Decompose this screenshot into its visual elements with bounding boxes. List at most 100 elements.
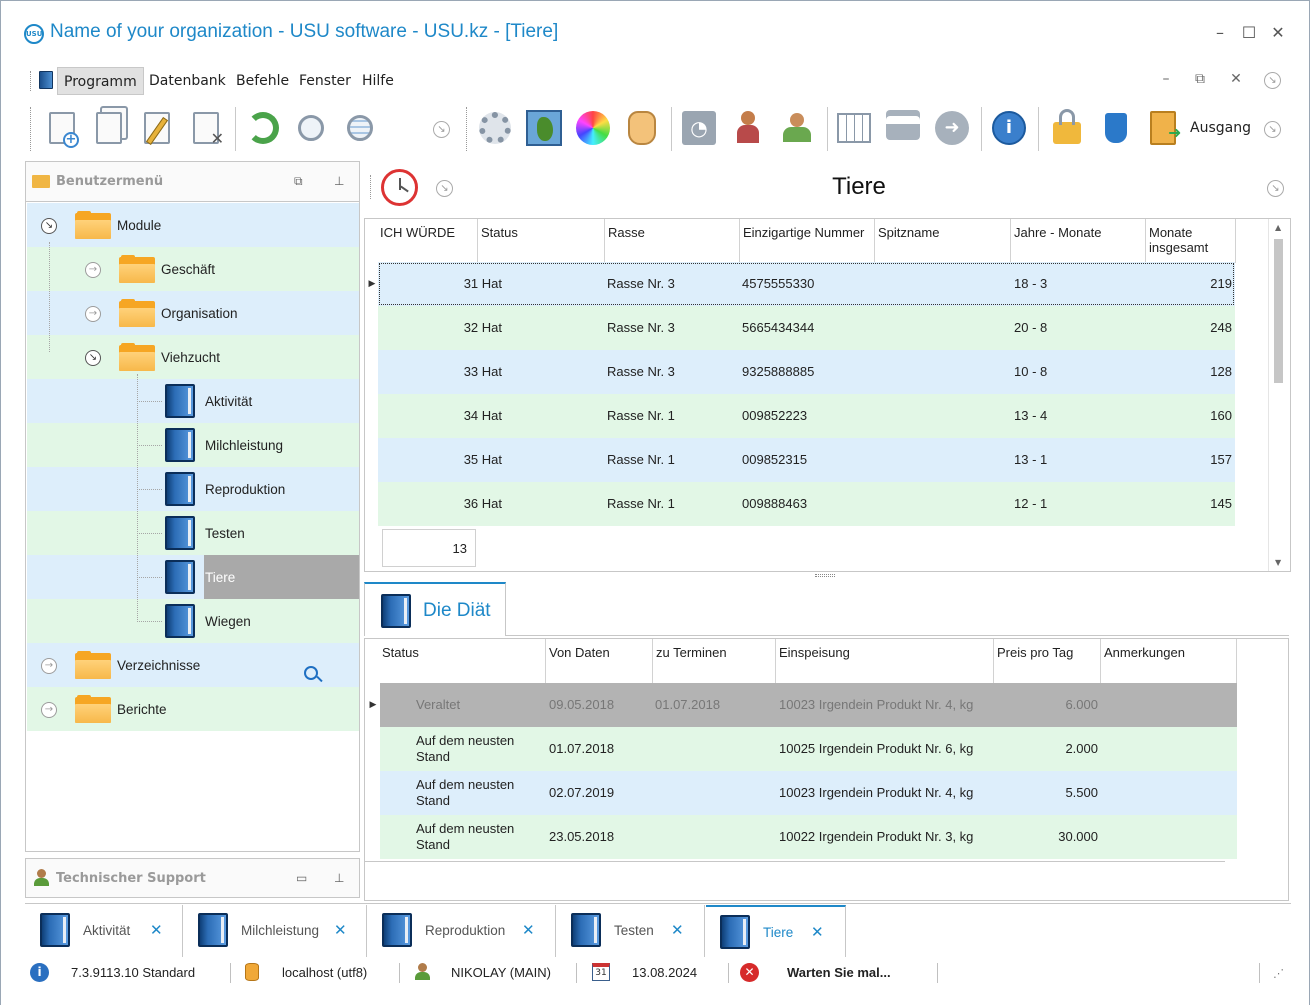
add-record-icon[interactable]: + — [41, 107, 83, 149]
table-row[interactable]: 32 Hat Rasse Nr. 3 5665434344 20 - 8 248 — [378, 306, 1235, 350]
column-header-nummer[interactable]: Einzigartige Nummer — [740, 219, 875, 263]
column-header-rasse[interactable]: Rasse — [605, 219, 740, 263]
tree-search-icon[interactable] — [304, 666, 318, 680]
table-row[interactable]: Auf dem neusten Stand 23.05.2018 10022 Irg… — [380, 815, 1237, 859]
column-header-anmerkungen[interactable]: Anmerkungen — [1101, 639, 1237, 683]
column-header-von-daten[interactable]: Von Daten — [546, 639, 653, 683]
column-header-preis[interactable]: Preis pro Tag — [994, 639, 1101, 683]
table-row[interactable]: 31 Hat Rasse Nr. 3 4575555330 18 - 3 219 — [378, 262, 1235, 306]
delete-record-icon[interactable]: ✕ — [185, 107, 227, 149]
menu-befehle[interactable]: Befehle — [236, 73, 290, 89]
doc-tab-aktivitaet[interactable]: Aktivität ✕ — [26, 905, 183, 957]
forward-arrow-icon[interactable]: ➜ — [931, 107, 973, 149]
tree-node-module[interactable]: ↘ Module — [27, 203, 359, 247]
column-header-status[interactable]: Status — [379, 639, 546, 683]
column-header-monate[interactable]: Monate insgesamt — [1146, 219, 1236, 263]
clock-icon[interactable] — [381, 169, 418, 206]
menu-overflow-icon[interactable]: ↘ — [1264, 72, 1281, 89]
float-panel-icon[interactable]: ⧉ — [294, 174, 303, 188]
header-overflow-icon-2[interactable]: ↘ — [1267, 180, 1284, 197]
minimize-button[interactable]: – — [1216, 23, 1224, 42]
pin-icon[interactable]: ⊥ — [334, 871, 345, 885]
column-header-status[interactable]: Status — [478, 219, 605, 263]
table-row[interactable]: 33 Hat Rasse Nr. 3 9325888885 10 - 8 128 — [378, 350, 1235, 394]
resize-grip-icon[interactable]: ⋰ — [1273, 967, 1284, 980]
column-header-zu-terminen[interactable]: zu Terminen — [653, 639, 776, 683]
close-tab-icon[interactable]: ✕ — [150, 921, 163, 939]
header-overflow-icon[interactable]: ↘ — [436, 180, 453, 197]
float-panel-icon[interactable]: ▭ — [296, 871, 308, 885]
tree-node-wiegen[interactable]: Wiegen — [27, 599, 359, 643]
advanced-search-icon[interactable] — [339, 107, 381, 149]
column-header-id[interactable]: ICH WÜRDE — [377, 219, 478, 263]
column-header-jahre[interactable]: Jahre - Monate — [1011, 219, 1146, 263]
refresh-icon[interactable] — [242, 107, 284, 149]
lock-icon[interactable] — [1046, 107, 1088, 149]
close-tab-icon[interactable]: ✕ — [811, 923, 824, 941]
printer-icon[interactable] — [882, 107, 924, 149]
splitter-handle[interactable] — [815, 574, 835, 577]
table-grid-icon[interactable] — [833, 107, 875, 149]
tab-die-diaet[interactable]: Die Diät — [364, 582, 506, 636]
tree-node-reproduktion[interactable]: Reproduktion — [27, 467, 359, 511]
user-key-icon[interactable] — [727, 107, 769, 149]
technical-support-panel[interactable]: Technischer Support ▭ ⊥ — [25, 858, 360, 898]
copy-record-icon[interactable] — [88, 107, 130, 149]
close-button[interactable]: ✕ — [1271, 23, 1285, 42]
table-row[interactable]: 35 Hat Rasse Nr. 1 009852315 13 - 1 157 — [378, 438, 1235, 482]
menu-fenster[interactable]: Fenster — [299, 73, 351, 89]
doc-tab-testen[interactable]: Testen ✕ — [557, 905, 705, 957]
table-row[interactable]: 34 Hat Rasse Nr. 1 009852223 13 - 4 160 — [378, 394, 1235, 438]
tree-node-aktivitaet[interactable]: Aktivität — [27, 379, 359, 423]
rss-feed-icon[interactable]: ◔ — [678, 107, 720, 149]
table-row[interactable]: 36 Hat Rasse Nr. 1 009888463 12 - 1 145 — [378, 482, 1235, 526]
tree-node-verzeichnisse[interactable]: → Verzeichnisse — [27, 643, 359, 687]
menu-hilfe[interactable]: Hilfe — [362, 73, 394, 89]
grid-scrollbar[interactable]: ▲ ▼ — [1268, 219, 1290, 571]
collapse-icon[interactable]: ↘ — [41, 218, 57, 234]
menu-grip[interactable] — [30, 71, 33, 91]
menu-datenbank[interactable]: Datenbank — [149, 73, 226, 89]
mdi-restore-button[interactable]: ⧉ — [1195, 71, 1205, 87]
close-tab-icon[interactable]: ✕ — [522, 921, 535, 939]
column-header-einspeisung[interactable]: Einspeisung — [776, 639, 994, 683]
close-tab-icon[interactable]: ✕ — [671, 921, 684, 939]
edit-record-icon[interactable] — [136, 107, 178, 149]
toolbar-overflow-icon-2[interactable]: ↘ — [1264, 121, 1281, 138]
settings-gear-icon[interactable] — [474, 107, 516, 149]
plug-icon[interactable] — [1095, 107, 1137, 149]
user-group-icon[interactable] — [776, 107, 818, 149]
color-wheel-icon[interactable] — [572, 107, 614, 149]
tree-node-berichte[interactable]: → Berichte — [27, 687, 359, 731]
doc-tab-tiere[interactable]: Tiere ✕ — [706, 905, 846, 957]
expand-icon[interactable]: → — [85, 306, 101, 322]
mdi-close-button[interactable]: ✕ — [1230, 71, 1242, 87]
tree-node-geschaeft[interactable]: → Geschäft — [27, 247, 359, 291]
tree-node-milchleistung[interactable]: Milchleistung — [27, 423, 359, 467]
tree-node-tiere[interactable]: Tiere — [27, 555, 359, 599]
collapse-icon[interactable]: ↘ — [85, 350, 101, 366]
doc-tab-milchleistung[interactable]: Milchleistung ✕ — [184, 905, 367, 957]
map-africa-icon[interactable] — [523, 107, 565, 149]
tree-node-testen[interactable]: Testen — [27, 511, 359, 555]
exit-door-icon[interactable]: ➜ — [1142, 107, 1184, 149]
table-row[interactable]: Auf dem neusten Stand 01.07.2018 10025 Irg… — [380, 727, 1237, 771]
menu-programm[interactable]: Programm — [57, 67, 144, 95]
table-row[interactable]: Veraltet 09.05.2018 01.07.2018 10023 Irgend… — [380, 683, 1237, 727]
column-header-spitzname[interactable]: Spitzname — [875, 219, 1011, 263]
exit-label[interactable]: Ausgang — [1190, 120, 1251, 136]
expand-icon[interactable]: → — [85, 262, 101, 278]
hand-icon[interactable] — [621, 107, 663, 149]
expand-icon[interactable]: → — [41, 702, 57, 718]
toolbar-overflow-icon[interactable]: ↘ — [433, 121, 450, 138]
close-tab-icon[interactable]: ✕ — [334, 921, 347, 939]
pin-icon[interactable]: ⊥ — [334, 174, 345, 188]
expand-icon[interactable]: → — [41, 658, 57, 674]
scroll-up-icon[interactable]: ▲ — [1275, 223, 1282, 232]
maximize-button[interactable]: ☐ — [1241, 23, 1257, 42]
tree-node-organisation[interactable]: → Organisation — [27, 291, 359, 335]
table-row[interactable]: Auf dem neusten Stand 02.07.2019 10023 Irg… — [380, 771, 1237, 815]
search-icon[interactable] — [290, 107, 332, 149]
mdi-minimize-button[interactable]: – — [1162, 71, 1170, 87]
scrollbar-thumb[interactable] — [1274, 239, 1283, 383]
